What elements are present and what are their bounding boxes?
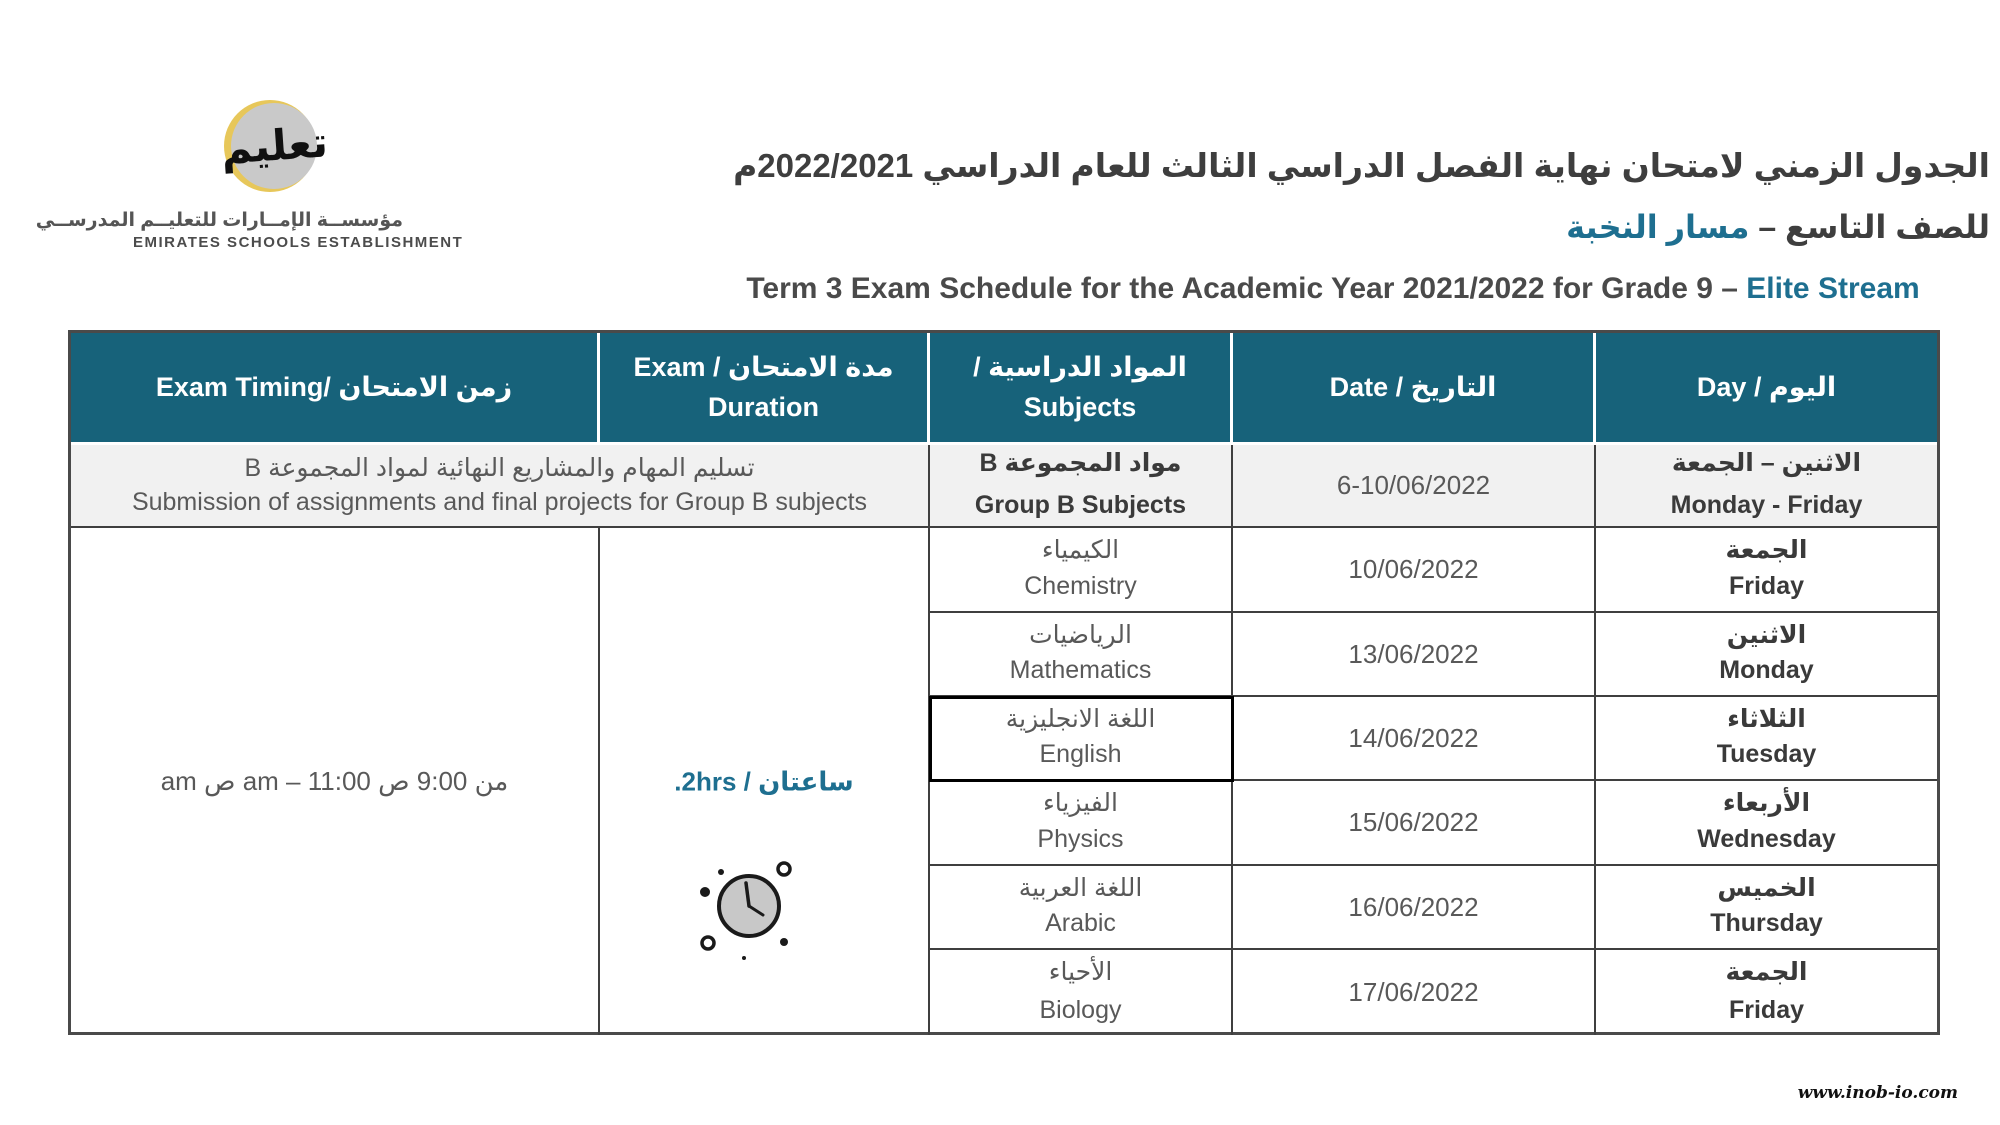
day-ar: الاثنين — [1726, 621, 1807, 649]
subject-en: Mathematics — [1009, 655, 1152, 684]
group-b-day-cell: الاثنين – الجمعة Monday - Friday — [1596, 445, 1937, 528]
subject-en: Arabic — [1045, 908, 1116, 937]
subject-en: Chemistry — [1024, 571, 1137, 600]
ese-logo-mark: تعليم — [133, 70, 403, 205]
duration-text: ساعتان / 2hrs. — [674, 766, 854, 796]
title-en-text: Term 3 Exam Schedule for the Academic Ye… — [746, 272, 1747, 305]
subject-en: Biology — [1039, 995, 1122, 1024]
logo-circle: تعليم — [219, 103, 329, 189]
subject-ar: اللغة العربية — [1018, 874, 1143, 902]
day-en: Monday — [1719, 655, 1814, 684]
header-subjects: المواد الدراسية / Subjects — [930, 333, 1233, 445]
header-exam-timing: زمن الامتحان /Exam Timing — [71, 333, 600, 445]
header-date: التاريخ / Date — [1233, 333, 1596, 445]
subject-en: English — [1039, 739, 1122, 768]
date-cell: 13/06/2022 — [1233, 613, 1596, 697]
day-cell: الاثنين Monday — [1596, 613, 1937, 697]
subject-ar: الأحياء — [1048, 958, 1113, 986]
day-cell: الجمعة Friday — [1596, 950, 1937, 1035]
date-cell: 16/06/2022 — [1233, 866, 1596, 950]
day-cell: الجمعة Friday — [1596, 528, 1937, 613]
day-en: Friday — [1728, 995, 1805, 1024]
group-b-subject-ar: مواد المجموعة B — [979, 449, 1182, 477]
logo-calligraphy-taaleem: تعليم — [219, 117, 329, 174]
day-cell: الخميس Thursday — [1596, 866, 1937, 950]
ese-logo: تعليم مؤسســة الإمــارات للتعليــم المدر… — [35, 70, 464, 251]
subject-ar: اللغة الانجليزية — [1005, 705, 1156, 733]
group-b-submission-cell: تسليم المهام والمشاريع النهائية لمواد ال… — [71, 445, 930, 528]
subject-cell-english: اللغة الانجليزية English — [929, 696, 1234, 782]
group-b-subject-en: Group B Subjects — [974, 490, 1187, 519]
subject-cell-physics: الفيزياء Physics — [930, 781, 1233, 866]
subject-ar: الكيمياء — [1041, 536, 1120, 564]
subject-ar: الفيزياء — [1043, 789, 1118, 817]
date-cell: 15/06/2022 — [1233, 781, 1596, 866]
exam-timing-cell: من 9:00 ص am – 11:00 ص am — [71, 528, 600, 1035]
subject-cell-biology: الأحياء Biology — [930, 950, 1233, 1035]
day-en: Wednesday — [1697, 824, 1836, 853]
day-ar: الثلاثاء — [1727, 705, 1806, 733]
group-b-subjects-cell: مواد المجموعة B Group B Subjects — [930, 445, 1233, 528]
group-b-submission-en: Submission of assignments and final proj… — [131, 487, 868, 516]
day-en: Tuesday — [1716, 739, 1817, 768]
page-title-arabic: الجدول الزمني لامتحان نهاية الفصل الدراس… — [733, 147, 1990, 184]
subject-cell-mathematics: الرياضيات Mathematics — [930, 613, 1233, 697]
day-ar: الجمعة — [1725, 536, 1808, 564]
group-b-day-en: Monday - Friday — [1670, 490, 1863, 519]
grade-label-ar: للصف التاسع – — [1749, 209, 1990, 245]
date-cell: 10/06/2022 — [1233, 528, 1596, 613]
day-cell: الثلاثاء Tuesday — [1596, 697, 1937, 781]
day-cell: الأربعاء Wednesday — [1596, 781, 1937, 866]
day-ar: الخميس — [1717, 874, 1816, 902]
header-day: اليوم / Day — [1596, 333, 1937, 445]
subject-ar: الرياضيات — [1029, 621, 1132, 649]
clock-icon — [696, 854, 806, 964]
watermark-url: www.inob-io.com — [1797, 1083, 1958, 1103]
day-en: Thursday — [1710, 908, 1823, 937]
header-exam-duration: مدة الامتحان / Exam Duration — [600, 333, 930, 445]
date-cell: 17/06/2022 — [1233, 950, 1596, 1035]
date-cell: 14/06/2022 — [1233, 697, 1596, 781]
stream-label-ar: مسار النخبة — [1566, 209, 1750, 245]
day-ar: الأربعاء — [1722, 789, 1811, 817]
org-name-arabic: مؤسســة الإمــارات للتعليــم المدرســي — [35, 210, 403, 231]
subject-cell-chemistry: الكيمياء Chemistry — [930, 528, 1233, 613]
day-ar: الجمعة — [1725, 958, 1808, 986]
org-name-english: EMIRATES SCHOOLS ESTABLISHMENT — [133, 234, 464, 251]
subject-en: Physics — [1037, 824, 1124, 853]
group-b-submission-ar: تسليم المهام والمشاريع النهائية لمواد ال… — [244, 453, 755, 482]
stream-label-en: Elite Stream — [1746, 272, 1920, 305]
exam-duration-cell: ساعتان / 2hrs. — [600, 528, 930, 1035]
day-en: Friday — [1728, 571, 1805, 600]
subject-cell-arabic: اللغة العربية Arabic — [930, 866, 1233, 950]
group-b-day-ar: الاثنين – الجمعة — [1671, 449, 1862, 477]
page-subtitle-grade-arabic: للصف التاسع – مسار النخبة — [1566, 208, 1990, 246]
exam-schedule-table: زمن الامتحان /Exam Timing مدة الامتحان /… — [68, 330, 1940, 1035]
page-title-english: Term 3 Exam Schedule for the Academic Ye… — [746, 272, 1919, 306]
group-b-date-cell: 6-10/06/2022 — [1233, 445, 1596, 528]
